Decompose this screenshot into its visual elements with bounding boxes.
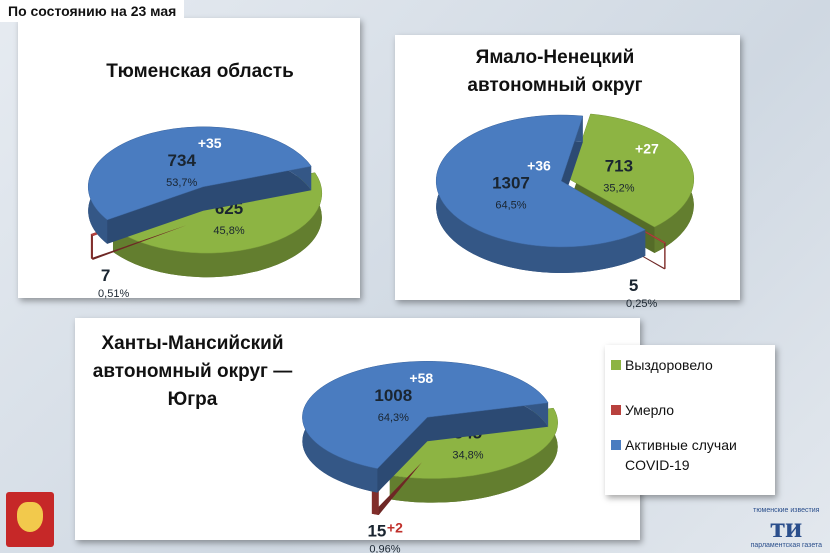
legend-swatch: [611, 405, 621, 415]
value-label: 7: [101, 266, 110, 285]
percent-label: 45,8%: [213, 225, 244, 237]
value-label: 15: [367, 521, 386, 540]
brand-mark: ти: [770, 511, 803, 544]
header: По состоянию на 23 мая: [0, 0, 185, 22]
percent-label: 0,51%: [98, 288, 129, 300]
chart-title: Ямало-Ненецкий автономный округ: [467, 47, 643, 96]
percent-label: 53,7%: [166, 177, 197, 189]
slice-bottom: [90, 225, 187, 260]
value-label: 1307: [492, 173, 530, 192]
chart-title: Ханты-Мансийский автономный округ — Югра: [92, 333, 293, 410]
increment-label: +2: [387, 519, 403, 535]
slice: [435, 114, 646, 248]
value-label: 734: [168, 151, 197, 170]
legend-label: Умерло: [625, 402, 675, 418]
brand-top: тюменские известия: [753, 507, 820, 514]
percent-label: 64,3%: [378, 412, 409, 424]
percent-label: 64,5%: [495, 199, 526, 211]
value-label: 5: [629, 276, 638, 295]
value-label: 1008: [374, 386, 412, 405]
percent-label: 0,25%: [626, 298, 657, 310]
slice-side: [664, 242, 666, 270]
slice-side: [371, 489, 379, 515]
slice-side: [112, 172, 322, 278]
percent-label: 35,2%: [603, 183, 634, 195]
increment-label: +58: [409, 370, 433, 386]
percent-label: 0,96%: [369, 543, 400, 553]
increment-label: +35: [198, 135, 222, 151]
pie: 713 35,2% +27 5 0,25% 1307 64,5% +36: [435, 113, 695, 310]
increment-label: +27: [635, 141, 659, 157]
legend-label: Активные случаи COVID-19: [625, 437, 737, 473]
slice-bottom: [371, 462, 422, 515]
legend-item: Активные случаи COVID-19: [611, 435, 770, 475]
slice: [302, 361, 549, 469]
emblem: [6, 492, 54, 547]
legend-swatch: [611, 360, 621, 370]
legend-label: Выздоровело: [625, 357, 713, 373]
brand-logo: тюменские известия ти парламентская газе…: [751, 507, 822, 549]
percent-label: 34,8%: [452, 450, 483, 462]
slice: [88, 126, 312, 221]
slice: [568, 113, 695, 228]
value-label: 713: [605, 157, 633, 176]
brand-bottom: парламентская газета: [750, 542, 822, 549]
legend-item: Умерло: [611, 400, 770, 420]
slice-side: [90, 234, 93, 260]
emblem-eagle: [17, 502, 43, 532]
slice-side: [389, 408, 558, 503]
legend-swatch: [611, 440, 621, 450]
slice-side: [436, 115, 646, 274]
chart-title: Тюменская область: [106, 61, 294, 82]
increment-label: +36: [527, 157, 551, 173]
legend: Выздоровело Умерло Активные случаи COVID-1…: [605, 345, 775, 495]
legend-item: Выздоровело: [611, 355, 770, 375]
